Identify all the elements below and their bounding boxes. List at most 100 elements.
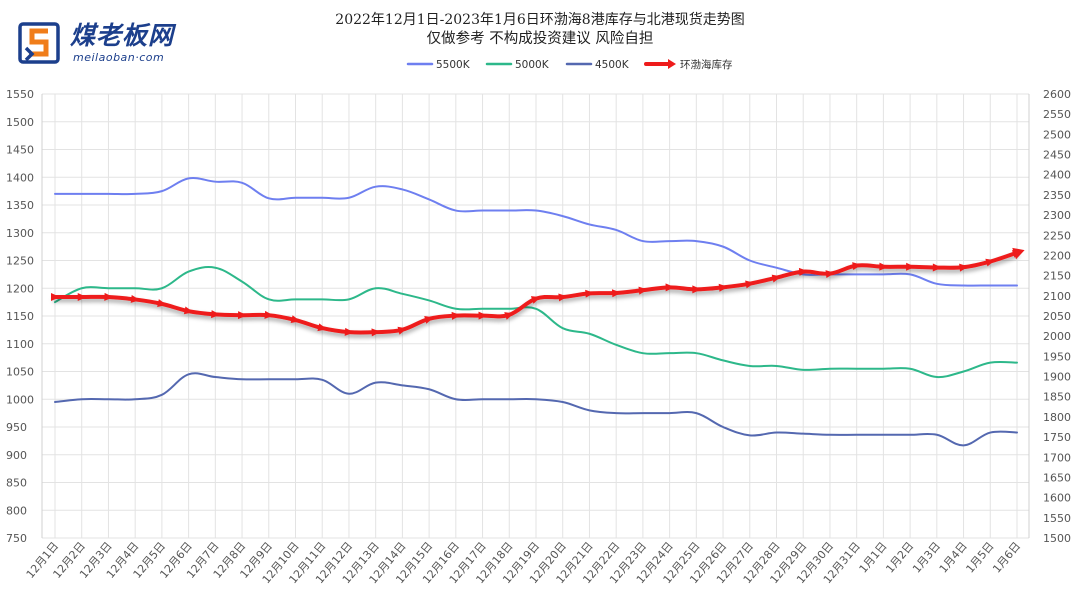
- y-right-tick-label: 1900: [1043, 371, 1071, 384]
- y-left-tick-label: 1100: [6, 338, 34, 351]
- data-point-marker: [264, 310, 274, 319]
- data-point-marker: [959, 263, 969, 272]
- series-line: [54, 176, 1018, 287]
- data-point-marker: [638, 286, 648, 295]
- data-point-marker: [344, 327, 354, 336]
- legend-item-4500K: 4500K: [565, 59, 630, 71]
- y-right-tick-label: 2500: [1043, 128, 1071, 141]
- y-right-tick-label: 1650: [1043, 471, 1071, 484]
- series-5000K: [54, 266, 1018, 379]
- data-point-marker: [397, 326, 408, 335]
- y-right-tick-label: 2450: [1043, 149, 1071, 162]
- chart-subtitle: 仅做参考 不构成投资建议 风险自担: [426, 31, 654, 47]
- data-point-marker: [665, 283, 675, 292]
- legend-item-5500K: 5500K: [406, 59, 471, 71]
- data-point-marker: [183, 306, 194, 315]
- logo-mark-icon: [18, 22, 60, 64]
- x-tick-label: 1月1日: [857, 540, 890, 576]
- data-point-marker: [451, 311, 461, 320]
- y-right-tick-label: 1850: [1043, 391, 1071, 404]
- chart-title: 2022年12月1日-2023年1月6日环渤海8港库存与北港现货走势图: [335, 12, 745, 28]
- y-left-tick-label: 950: [6, 421, 27, 434]
- legend-label: 5000K: [515, 59, 550, 71]
- data-point-marker: [104, 292, 114, 301]
- y-right-tick-label: 1550: [1043, 512, 1071, 525]
- grid-lines: [41, 93, 1030, 539]
- legend-label: 5500K: [436, 59, 471, 71]
- data-point-marker: [478, 311, 488, 320]
- y-left-tick-label: 1150: [6, 310, 34, 323]
- y-right-tick-label: 2050: [1043, 310, 1071, 323]
- y-right-tick-label: 2200: [1043, 249, 1071, 262]
- y-right-tick-label: 1700: [1043, 451, 1071, 464]
- logo-name-en: meilaoban·com: [73, 51, 165, 64]
- logo-name-cn: 煤老板网: [70, 21, 175, 50]
- y-left-tick-label: 1450: [6, 144, 34, 157]
- y-left-tick-label: 1300: [6, 227, 34, 240]
- legend-item-环渤海库存: 环渤海库存: [644, 58, 733, 71]
- data-point-marker: [157, 299, 167, 307]
- data-point-marker: [424, 315, 434, 324]
- y-right-tick-label: 2550: [1043, 108, 1071, 121]
- y-right-tick-label: 2250: [1043, 229, 1071, 242]
- y-right-tick-label: 1600: [1043, 492, 1071, 505]
- y-left-tick-label: 1400: [6, 171, 34, 184]
- data-point-marker: [611, 289, 622, 298]
- data-point-marker: [932, 263, 942, 272]
- data-point-marker: [371, 328, 381, 337]
- data-point-marker: [985, 258, 996, 267]
- axes: 750 800 850 900 950 1000 1050 1100 1150 1200 1250 1…: [6, 88, 1071, 586]
- x-tick-label: 1月6日: [990, 540, 1023, 576]
- y-right-tick-label: 2400: [1043, 169, 1071, 182]
- data-point-marker: [530, 296, 541, 304]
- series-end-arrow: [1012, 247, 1025, 260]
- brand-logo: 煤老板网 meilaoban·com: [18, 18, 208, 66]
- y-left-tick-label: 850: [6, 477, 27, 490]
- y-left-tick-label: 1550: [6, 88, 34, 101]
- data-point-marker: [745, 280, 755, 289]
- y-right-tick-label: 1800: [1043, 411, 1071, 424]
- data-point-marker: [692, 285, 702, 294]
- data-point-marker: [130, 294, 141, 303]
- legend-item-5000K: 5000K: [485, 59, 550, 71]
- y-left-tick-label: 1000: [6, 393, 34, 406]
- series-line: [54, 266, 1018, 379]
- data-point-marker: [51, 293, 60, 302]
- data-point-marker: [906, 262, 916, 271]
- data-point-marker: [852, 262, 862, 271]
- data-point-marker: [558, 293, 568, 302]
- series-环渤海库存: [51, 247, 1025, 337]
- data-point-marker: [290, 315, 301, 323]
- y-left-tick-label: 900: [6, 449, 27, 462]
- data-point-marker: [77, 293, 87, 302]
- series-4500K: [54, 372, 1018, 447]
- y-left-tick-label: 1350: [6, 199, 34, 212]
- data-point-marker: [504, 312, 515, 320]
- y-left-tick-label: 800: [6, 504, 27, 517]
- legend-label: 4500K: [595, 59, 630, 71]
- series-layer: [51, 176, 1025, 447]
- data-point-marker: [771, 274, 782, 283]
- legend-label: 环渤海库存: [680, 58, 733, 71]
- data-point-marker: [879, 262, 889, 271]
- data-point-marker: [718, 283, 729, 292]
- y-left-tick-label: 1200: [6, 282, 34, 295]
- y-left-tick-label: 750: [6, 532, 27, 545]
- x-tick-label: 1月2日: [883, 540, 916, 576]
- series-line: [54, 372, 1018, 447]
- data-point-marker: [237, 311, 248, 320]
- x-tick-label: 1月3日: [910, 540, 943, 576]
- y-right-tick-label: 1500: [1043, 532, 1071, 545]
- y-left-tick-label: 1250: [6, 255, 34, 268]
- data-point-marker: [825, 270, 835, 279]
- y-right-tick-label: 1950: [1043, 350, 1071, 363]
- y-right-tick-label: 1750: [1043, 431, 1071, 444]
- y-right-tick-label: 2600: [1043, 88, 1071, 101]
- data-point-marker: [211, 310, 221, 319]
- y-right-tick-label: 2150: [1043, 270, 1071, 283]
- y-right-tick-label: 2350: [1043, 189, 1071, 202]
- series-5500K: [54, 176, 1018, 287]
- data-point-marker: [798, 267, 809, 276]
